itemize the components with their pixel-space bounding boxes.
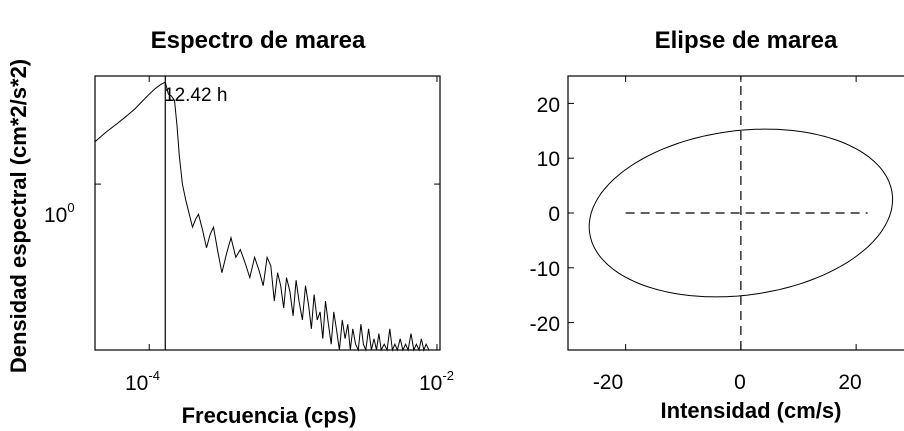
ellipse-tick-marks	[568, 76, 857, 350]
y-tick-label-neg10: -10	[530, 258, 560, 281]
spectrum-title: Espectro de marea	[151, 27, 366, 54]
spectrum-panel: Espectro de marea 12.42 h 10-4 10-2 100 …	[6, 27, 454, 428]
y-tick-label-20: 20	[537, 94, 560, 117]
x-tick-label-1e-4: 10-4	[125, 368, 160, 395]
x-tick-label-neg20: -20	[593, 371, 623, 394]
spectrum-x-axis-label: Frecuencia (cps)	[182, 403, 357, 428]
peak-annotation: 12.42 h	[164, 85, 227, 106]
y-tick-label-10: 10	[537, 148, 560, 171]
tidal-ellipse-curve	[588, 128, 894, 298]
spectrum-axes-frame	[94, 75, 441, 351]
spectrum-tick-marks	[95, 76, 440, 350]
x-tick-label-20: 20	[838, 371, 861, 394]
spectrum-series-line	[94, 81, 430, 352]
ellipse-title: Elipse de marea	[655, 27, 838, 54]
y-tick-label-1e0: 100	[44, 200, 75, 227]
x-tick-label-0: 0	[734, 371, 746, 394]
x-tick-label-1e-2: 10-2	[419, 368, 454, 395]
ellipse-x-axis-label: Intensidad (cm/s)	[661, 398, 842, 423]
spectrum-y-axis-label: Densidad espectral (cm*2/s*2)	[6, 59, 31, 373]
y-tick-label-0: 0	[548, 203, 560, 226]
ellipse-panel: Elipse de marea -20 0 20 20 10 0 -10 -20…	[530, 27, 904, 423]
y-tick-label-neg20: -20	[530, 313, 560, 336]
